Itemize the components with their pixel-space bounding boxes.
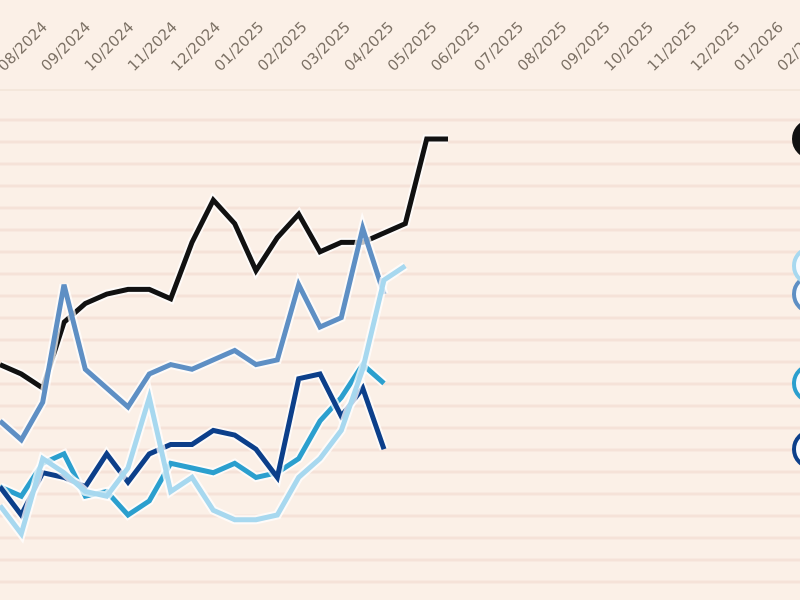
series-end-marker-2 bbox=[792, 278, 800, 311]
series-line-3 bbox=[0, 360, 386, 519]
legend-markers bbox=[792, 123, 800, 466]
x-axis-ticks: 08/202409/202410/202411/202412/202401/20… bbox=[0, 18, 800, 75]
series-end-marker-4 bbox=[792, 433, 800, 466]
series-end-marker-3 bbox=[792, 367, 800, 400]
series-end-marker-1 bbox=[792, 123, 800, 155]
series-end-marker-5 bbox=[792, 249, 800, 282]
series-layer bbox=[0, 134, 448, 544]
series-line-2 bbox=[0, 219, 387, 444]
grid-layer bbox=[0, 89, 800, 584]
series-line-5 bbox=[0, 263, 407, 540]
